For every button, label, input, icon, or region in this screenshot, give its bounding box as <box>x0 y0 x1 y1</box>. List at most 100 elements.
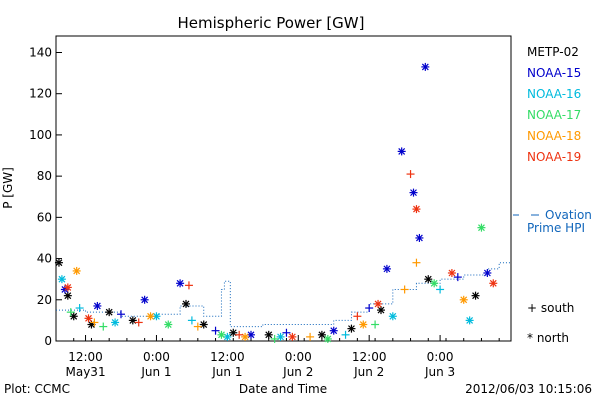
y-tick-label: 60 <box>37 210 52 224</box>
point-stroke <box>64 292 72 300</box>
point-stroke <box>389 312 397 320</box>
point-stroke <box>460 296 468 304</box>
point-stroke <box>111 319 119 326</box>
data-point-north <box>69 312 78 321</box>
ovation-hpi-line <box>56 262 511 328</box>
data-point-south <box>235 330 244 339</box>
x-axis-label: Date and Time <box>239 382 327 396</box>
point-stroke <box>421 63 429 71</box>
data-point-north <box>421 62 430 71</box>
data-point-south <box>371 320 380 329</box>
data-point-north <box>374 299 383 308</box>
legend-entry: NOAA-16 <box>527 87 581 101</box>
data-point-north <box>447 268 456 277</box>
legend-entry: NOAA-15 <box>527 66 581 80</box>
data-point-north <box>430 279 439 288</box>
data-point-north <box>489 279 498 288</box>
ovation-legend-label: Ovation <box>545 208 592 222</box>
footer-right: 2012/06/03 10:15:06 <box>465 382 592 396</box>
data-point-north <box>382 264 391 273</box>
ovation-legend-label: Prime HPI <box>527 221 585 235</box>
data-point-north <box>471 291 480 300</box>
data-point-south <box>341 330 350 339</box>
point-stroke <box>478 224 485 232</box>
data-point-south <box>134 318 143 327</box>
data-point-north <box>264 330 273 339</box>
data-point-south <box>365 304 374 313</box>
data-point-south <box>193 322 202 331</box>
data-point-south <box>353 312 362 321</box>
legend: METP-02 NOAA-15 NOAA-16 NOAA-17 NOAA-18 NOAA-… <box>513 45 592 345</box>
data-point-south <box>412 258 421 267</box>
legend-south-marker: + south <box>527 301 574 315</box>
data-point-south <box>90 318 99 327</box>
data-point-north <box>465 316 474 325</box>
data-point-south <box>117 310 125 319</box>
x-tick-label-date: Jun 1 <box>211 365 242 379</box>
data-point-south <box>211 326 220 335</box>
point-stroke <box>424 275 432 283</box>
point-stroke <box>324 335 332 343</box>
footer-left: Plot: CCMC <box>4 382 70 396</box>
plot-frame <box>55 35 512 342</box>
data-point-north <box>63 291 72 300</box>
data-point-north <box>388 312 397 321</box>
point-stroke <box>218 331 225 339</box>
point-stroke <box>410 189 417 197</box>
data-point-south <box>66 308 75 317</box>
data-point-north <box>140 295 149 304</box>
data-point-south <box>406 170 415 179</box>
data-point-south <box>453 273 462 282</box>
data-point-south <box>270 334 279 343</box>
y-tick-label: 100 <box>29 128 52 142</box>
point-stroke <box>182 300 190 308</box>
point-stroke <box>265 331 273 339</box>
legend-north-marker: * north <box>527 331 569 345</box>
point-stroke <box>359 321 367 328</box>
data-point-south <box>282 328 291 337</box>
point-stroke <box>153 312 160 320</box>
data-point-north <box>182 299 190 308</box>
data-point-north <box>164 320 173 329</box>
data-point-north <box>72 266 81 275</box>
point-stroke <box>466 316 474 324</box>
y-tick-label: 40 <box>37 252 52 266</box>
point-stroke <box>64 283 72 291</box>
data-point-north <box>323 334 332 343</box>
point-stroke <box>288 333 296 341</box>
x-tick-label-time: 12:00 <box>210 350 245 364</box>
point-stroke <box>129 316 137 324</box>
data-point-south <box>184 281 193 290</box>
point-stroke <box>430 279 438 287</box>
ovation-step-line <box>56 262 511 328</box>
point-stroke <box>223 333 231 341</box>
x-tick-label-date: Jun 3 <box>424 365 455 379</box>
point-stroke <box>483 269 491 277</box>
point-stroke <box>73 267 81 275</box>
y-tick-label: 0 <box>44 334 52 348</box>
data-point-north <box>377 306 385 315</box>
data-point-north <box>93 301 102 310</box>
point-stroke <box>330 327 338 335</box>
data-point-north <box>276 332 285 341</box>
point-stroke <box>141 296 149 304</box>
legend-entry: NOAA-19 <box>527 150 581 164</box>
point-stroke <box>229 329 237 337</box>
data-point-south <box>99 322 108 331</box>
point-stroke <box>413 205 420 213</box>
x-tick-label-date: May31 <box>66 365 106 379</box>
y-axis: 0 20 40 60 80 100 120 140 <box>29 45 62 348</box>
data-point-north <box>288 332 297 341</box>
legend-entry: NOAA-17 <box>527 108 581 122</box>
point-stroke <box>58 275 66 283</box>
data-point-north <box>105 308 114 317</box>
data-point-north <box>229 328 238 337</box>
point-stroke <box>105 308 113 316</box>
data-point-north <box>111 318 120 327</box>
data-point-north <box>424 275 433 284</box>
data-point-north <box>415 233 424 242</box>
legend-entry: NOAA-18 <box>527 129 581 143</box>
data-point-north <box>146 312 155 321</box>
data-point-south <box>400 285 409 294</box>
